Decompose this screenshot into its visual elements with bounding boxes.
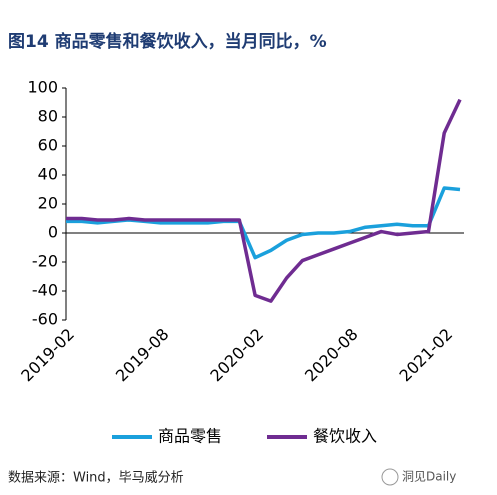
y-tick-label: 40 [38, 165, 58, 184]
watermark-icon [381, 468, 399, 486]
y-tick-label: 80 [38, 107, 58, 126]
y-tick-label: -40 [32, 281, 58, 300]
y-tick-label: -60 [32, 310, 58, 329]
chart-title: 图14 商品零售和餐饮收入，当月同比，% [8, 31, 327, 52]
legend-label: 商品零售 [158, 427, 222, 446]
line [66, 186, 461, 260]
x-tick-label: 2021-02 [396, 325, 457, 386]
y-tick-label: 100 [27, 78, 58, 97]
x-tick-label: 2019-08 [112, 325, 173, 386]
line [66, 98, 462, 303]
x-tick-label: 2020-08 [301, 325, 362, 386]
legend-label: 餐饮收入 [313, 427, 377, 446]
source: 数据来源：Wind，毕马威分析 [8, 471, 184, 486]
x-tick-label: 2020-02 [206, 325, 267, 386]
y-tick-label: 0 [48, 223, 58, 242]
watermark: 洞见Daily [402, 470, 456, 484]
x-tick-label: 2019-02 [17, 325, 78, 386]
y-tick-label: 20 [38, 194, 58, 213]
y-tick-label: -20 [32, 252, 58, 271]
y-tick-label: 60 [38, 136, 58, 155]
